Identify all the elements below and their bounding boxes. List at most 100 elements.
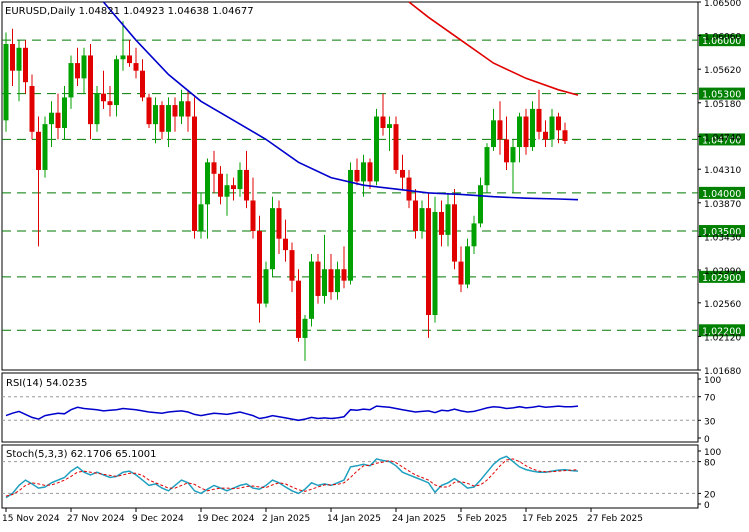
stoch-y-tick-label: 100 — [704, 448, 721, 458]
x-tick-label: 17 Feb 2025 — [522, 514, 578, 524]
candle-body — [146, 97, 152, 125]
candle-body — [88, 55, 93, 125]
candle-body — [23, 47, 28, 83]
candle-body — [497, 120, 503, 140]
candle-body — [10, 43, 15, 71]
candle-body — [75, 63, 80, 79]
candle-body — [172, 105, 178, 117]
rsi-panel-title: RSI(14) 54.0235 — [6, 378, 87, 389]
candle-body — [244, 169, 249, 201]
candle-body — [419, 208, 425, 232]
candle-body — [62, 97, 67, 128]
stoch-panel-frame — [1, 444, 699, 509]
candle-body — [380, 116, 386, 128]
price-candles — [3, 21, 568, 361]
stoch-series-line — [5, 455, 579, 499]
candle-body — [328, 269, 334, 293]
candle-body — [562, 130, 568, 141]
candle-body — [491, 120, 496, 148]
moving-averages — [102, 1, 579, 201]
candle-body — [289, 250, 295, 281]
y-tick-label: 1.06500 — [704, 0, 741, 9]
candle-body — [179, 101, 184, 117]
rsi-y-tick-label: 70 — [704, 394, 716, 404]
candle-body — [458, 261, 464, 285]
candle-body — [231, 185, 236, 190]
candle-body — [107, 101, 113, 106]
candle-body — [367, 162, 373, 182]
rsi-panel-frame — [1, 372, 699, 443]
candle-body — [237, 169, 243, 190]
candle-body — [55, 112, 61, 128]
candle-body — [517, 116, 522, 148]
candle-body — [406, 177, 412, 201]
candle-body — [478, 185, 483, 224]
candle-body — [205, 162, 210, 205]
candle-body — [263, 269, 269, 304]
stoch-y-tick-label: 80 — [704, 459, 716, 469]
candle-body — [16, 47, 22, 71]
candle-body — [36, 131, 41, 170]
rsi-y-tick-label: 0 — [704, 435, 710, 445]
x-tick-label: 19 Dec 2024 — [197, 514, 255, 524]
y-tick-label: 1.01680 — [704, 367, 741, 377]
candle-body — [523, 116, 529, 148]
candle-body — [322, 269, 327, 296]
level-label-box — [699, 133, 745, 146]
level-label-box — [699, 324, 745, 337]
candle-body — [42, 124, 48, 170]
candle-body — [120, 55, 126, 60]
candle-body — [549, 116, 555, 140]
candle-body — [510, 147, 516, 163]
candle-body — [439, 211, 444, 235]
candle-body — [250, 200, 256, 232]
candle-body — [452, 204, 457, 262]
oscillators — [2, 396, 698, 499]
price-panel-frame — [1, 1, 699, 371]
candle-body — [296, 280, 301, 338]
candle-body — [400, 169, 405, 178]
candle-body — [49, 112, 54, 125]
level-label: 1.03500 — [702, 227, 741, 238]
candle-body — [335, 269, 340, 293]
axes: 1.06500 1.06060 1.05620 1.05180 1.04740 1.043… — [2, 0, 741, 524]
fast-ma-line — [102, 1, 579, 201]
level-label: 1.06000 — [702, 36, 741, 47]
candle-body — [309, 261, 314, 319]
candle-body — [101, 93, 106, 102]
candle-body — [504, 139, 509, 163]
candle-body — [393, 124, 399, 170]
candle-body — [361, 162, 366, 182]
candle-body — [192, 116, 197, 232]
stoch-panel-title: Stoch(5,3,3) 62.1706 65.1001 — [6, 449, 157, 460]
candle-body — [556, 116, 561, 131]
candle-body — [81, 55, 87, 79]
y-tick-label: 1.06060 — [704, 33, 741, 43]
rsi-y-tick-label: 30 — [704, 417, 716, 427]
candle-body — [413, 200, 418, 232]
candle-body — [218, 173, 223, 197]
x-tick-label: 27 Feb 2025 — [587, 514, 643, 524]
candle-body — [484, 147, 490, 186]
candle-body — [94, 93, 100, 125]
candle-body — [276, 208, 282, 239]
candle-body — [3, 43, 9, 121]
stoch-y-tick-label: 20 — [704, 490, 716, 500]
main-panel-title: EURUSD,Daily 1.04821 1.04923 1.04638 1.0… — [5, 6, 254, 17]
level-label-box — [699, 87, 745, 100]
level-label: 1.04700 — [702, 135, 741, 146]
candle-body — [224, 185, 230, 197]
stoch-y-tick-label: 0 — [704, 501, 710, 511]
candle-body — [302, 318, 308, 338]
x-tick-label: 15 Nov 2024 — [2, 514, 60, 524]
candle-body — [543, 131, 548, 140]
candle-body — [257, 231, 262, 304]
level-label-box — [699, 186, 745, 199]
panel-frames — [1, 1, 699, 509]
level-label-box — [699, 270, 745, 283]
y-tick-label: 1.05180 — [704, 100, 741, 110]
candle-body — [426, 208, 431, 316]
x-tick-label: 14 Jan 2025 — [327, 514, 381, 524]
